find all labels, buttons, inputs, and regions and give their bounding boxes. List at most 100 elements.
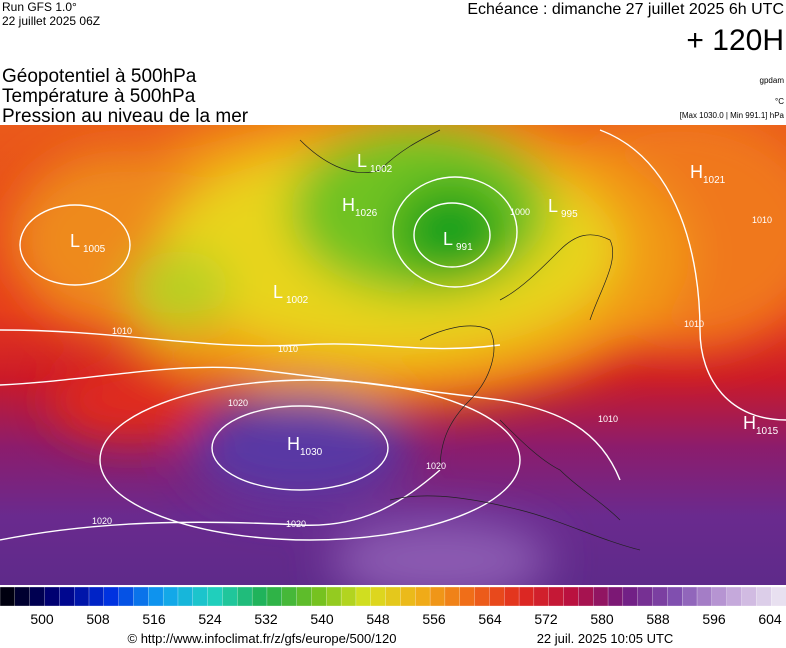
pressure-center-value: 1026 <box>355 208 378 219</box>
pressure-center-value: 1015 <box>756 426 779 437</box>
colorbar-swatch <box>133 586 149 607</box>
colorbar-swatch <box>459 586 476 607</box>
colorbar: 500 508 516 524 532 540 548 556 564 572 580 588 596 6… <box>0 586 786 627</box>
pressure-center-letter: H <box>690 162 703 182</box>
colorbar-swatch <box>385 586 402 607</box>
colorbar-swatch <box>355 586 372 607</box>
colorbar-swatch <box>14 586 31 607</box>
isobar-label: 1010 <box>112 326 132 336</box>
colorbar-label: 500 <box>30 611 54 627</box>
colorbar-swatch <box>696 586 713 607</box>
colorbar-swatch <box>0 586 16 607</box>
pressure-center-letter: H <box>743 413 756 433</box>
valid-time: Echéance : dimanche 27 juillet 2025 6h U… <box>467 1 784 18</box>
run-label: Run GFS 1.0° <box>2 0 77 14</box>
colorbar-swatch <box>533 586 550 607</box>
colorbar-swatch <box>429 586 446 607</box>
colorbar-label: 564 <box>478 611 502 627</box>
colorbar-swatch <box>281 586 298 607</box>
field-title: Géopotentiel à 500hPa <box>2 66 197 87</box>
pressure-center-letter: L <box>443 229 453 249</box>
colorbar-label: 508 <box>86 611 110 627</box>
pressure-center-letter: H <box>287 434 300 454</box>
pressure-center-value: 1021 <box>703 175 726 186</box>
pressure-center-value: 991 <box>456 242 473 253</box>
pressure-center-letter: L <box>357 151 367 171</box>
coastlines <box>299 129 641 551</box>
colorbar-swatch <box>548 586 565 607</box>
pressure-center-letter: L <box>70 231 80 251</box>
colorbar-swatch <box>103 586 120 607</box>
colorbar-swatch <box>711 586 728 607</box>
colorbar-swatch <box>44 586 60 607</box>
isobar-label: 1010 <box>598 414 618 424</box>
colorbar-swatch <box>474 586 491 607</box>
generated-time: 22 juil. 2025 10:05 UTC <box>537 631 674 646</box>
pressure-center-value: 1005 <box>83 244 106 255</box>
colorbar-swatch <box>756 586 772 607</box>
map <box>0 125 786 585</box>
unit-label: °C <box>775 97 784 106</box>
colorbar-swatch <box>340 586 357 607</box>
colorbar-swatch <box>652 586 669 607</box>
isobar-label: 1000 <box>510 207 530 217</box>
pressure-center-letter: L <box>548 196 558 216</box>
isobar-label: 1020 <box>286 519 306 529</box>
pressure-center-value: 1030 <box>300 447 323 458</box>
colorbar-swatch <box>296 586 313 607</box>
colorbar-swatch <box>370 586 387 607</box>
isobar-label: 1020 <box>92 516 112 526</box>
colorbar-swatch <box>518 586 535 607</box>
isobar-label: 1010 <box>278 344 298 354</box>
colorbar-swatch <box>326 586 342 607</box>
colorbar-label: 532 <box>254 611 278 627</box>
isobar-label: 1020 <box>228 398 248 408</box>
unit-label: [Max 1030.0 | Min 991.1] hPa <box>680 111 785 120</box>
colorbar-label: 548 <box>366 611 390 627</box>
colorbar-swatch <box>74 586 90 607</box>
colorbar-swatch <box>207 586 224 607</box>
colorbar-swatch <box>593 586 609 607</box>
colorbar-label: 588 <box>646 611 670 627</box>
colorbar-label: 572 <box>534 611 558 627</box>
colorbar-swatch <box>741 586 757 607</box>
colorbar-swatch <box>578 586 594 607</box>
isobar-label: 1010 <box>684 319 704 329</box>
field-title: Température à 500hPa <box>2 86 196 107</box>
colorbar-label: 556 <box>422 611 446 627</box>
pressure-center-value: 1002 <box>286 295 309 306</box>
colorbar-label: 524 <box>198 611 222 627</box>
colorbar-label: 516 <box>142 611 166 627</box>
pressure-center-letter: H <box>342 195 355 215</box>
pressure-center-value: 1002 <box>370 164 393 175</box>
temperature-field <box>10 125 786 585</box>
colorbar-swatch <box>504 586 520 607</box>
pressure-center-value: 995 <box>561 209 578 220</box>
colorbar-swatch <box>667 586 683 607</box>
field-title: Pression au niveau de la mer <box>2 106 249 127</box>
colorbar-swatch <box>489 586 505 607</box>
colorbar-swatch <box>637 586 654 607</box>
colorbar-swatch <box>266 586 283 607</box>
isobar-label: 1010 <box>752 215 772 225</box>
colorbar-swatch <box>192 586 209 607</box>
colorbar-label: 596 <box>702 611 726 627</box>
colorbar-swatch <box>726 586 743 607</box>
colorbar-swatch <box>444 586 461 607</box>
colorbar-swatch <box>622 586 639 607</box>
pressure-center-letter: L <box>273 282 283 302</box>
colorbar-swatch <box>400 586 416 607</box>
source-url: © http://www.infoclimat.fr/z/gfs/europe/… <box>128 631 397 646</box>
colorbar-swatch <box>29 586 46 607</box>
colorbar-swatch <box>237 586 253 607</box>
colorbar-swatch <box>682 586 698 607</box>
colorbar-swatch <box>607 586 624 607</box>
colorbar-swatch <box>251 586 268 607</box>
colorbar-swatch <box>59 586 75 607</box>
colorbar-swatch <box>222 586 238 607</box>
run-date: 22 juillet 2025 06Z <box>2 14 100 28</box>
colorbar-swatch <box>415 586 431 607</box>
colorbar-swatch <box>311 586 327 607</box>
colorbar-label: 604 <box>758 611 782 627</box>
